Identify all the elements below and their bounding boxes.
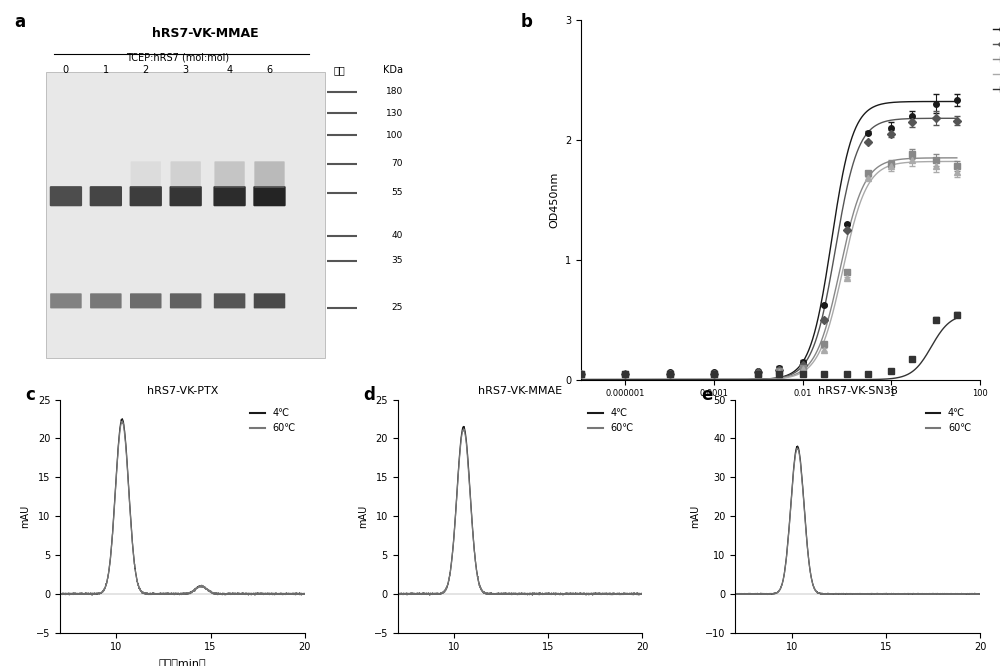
Legend: 4℃, 60℃: 4℃, 60℃ bbox=[922, 404, 975, 437]
Text: 40: 40 bbox=[392, 231, 403, 240]
Text: 6: 6 bbox=[266, 65, 273, 75]
FancyBboxPatch shape bbox=[170, 293, 201, 308]
Y-axis label: mAU: mAU bbox=[20, 505, 30, 527]
FancyBboxPatch shape bbox=[90, 293, 122, 308]
FancyBboxPatch shape bbox=[254, 293, 285, 308]
Legend: 4℃, 60℃: 4℃, 60℃ bbox=[246, 404, 300, 437]
Text: 2: 2 bbox=[143, 65, 149, 75]
Text: 4: 4 bbox=[227, 65, 233, 75]
FancyBboxPatch shape bbox=[130, 186, 162, 206]
Text: 标记: 标记 bbox=[333, 65, 345, 75]
Text: 35: 35 bbox=[392, 256, 403, 266]
Text: 3: 3 bbox=[183, 65, 189, 75]
Title: hRS7-VK-MMAE: hRS7-VK-MMAE bbox=[478, 386, 562, 396]
FancyBboxPatch shape bbox=[130, 293, 162, 308]
Title: hRS7-VK-PTX: hRS7-VK-PTX bbox=[147, 386, 218, 396]
FancyBboxPatch shape bbox=[254, 161, 285, 188]
FancyBboxPatch shape bbox=[50, 186, 82, 206]
FancyBboxPatch shape bbox=[213, 186, 246, 206]
Title: hRS7-VK-SN38: hRS7-VK-SN38 bbox=[818, 386, 898, 396]
FancyBboxPatch shape bbox=[170, 186, 202, 206]
Text: KDa: KDa bbox=[383, 65, 403, 75]
Legend: 4℃, 60℃: 4℃, 60℃ bbox=[584, 404, 637, 437]
Text: 130: 130 bbox=[386, 109, 403, 118]
FancyBboxPatch shape bbox=[50, 293, 82, 308]
FancyBboxPatch shape bbox=[214, 293, 245, 308]
X-axis label: 时间（min）: 时间（min） bbox=[159, 658, 206, 666]
Text: 100: 100 bbox=[386, 131, 403, 140]
Text: b: b bbox=[521, 13, 533, 31]
Text: a: a bbox=[14, 13, 25, 31]
Legend: hRS7, hRS7-VK-SN38, hRS7-VK-PTX, hRS7-VK-MMAE, Isotype IgG1: hRS7, hRS7-VK-SN38, hRS7-VK-PTX, hRS7-VK… bbox=[993, 25, 1000, 95]
FancyBboxPatch shape bbox=[46, 72, 325, 358]
FancyBboxPatch shape bbox=[90, 186, 122, 206]
FancyBboxPatch shape bbox=[131, 161, 161, 188]
Text: e: e bbox=[701, 386, 712, 404]
FancyBboxPatch shape bbox=[171, 161, 201, 188]
Text: 55: 55 bbox=[392, 188, 403, 197]
Text: 70: 70 bbox=[392, 159, 403, 168]
Text: 180: 180 bbox=[386, 87, 403, 97]
FancyBboxPatch shape bbox=[253, 186, 286, 206]
Text: c: c bbox=[26, 386, 36, 404]
Y-axis label: mAU: mAU bbox=[690, 505, 700, 527]
Text: 25: 25 bbox=[392, 303, 403, 312]
Text: d: d bbox=[363, 386, 375, 404]
X-axis label: 浓度(nM): 浓度(nM) bbox=[761, 404, 800, 414]
Text: 0: 0 bbox=[63, 65, 69, 75]
Text: 1: 1 bbox=[103, 65, 109, 75]
FancyBboxPatch shape bbox=[214, 161, 245, 188]
Y-axis label: mAU: mAU bbox=[358, 505, 368, 527]
Text: TCEP:hRS7 (mol:mol): TCEP:hRS7 (mol:mol) bbox=[126, 53, 229, 63]
Text: hRS7-VK-MMAE: hRS7-VK-MMAE bbox=[152, 27, 259, 40]
Y-axis label: OD450nm: OD450nm bbox=[549, 172, 559, 228]
